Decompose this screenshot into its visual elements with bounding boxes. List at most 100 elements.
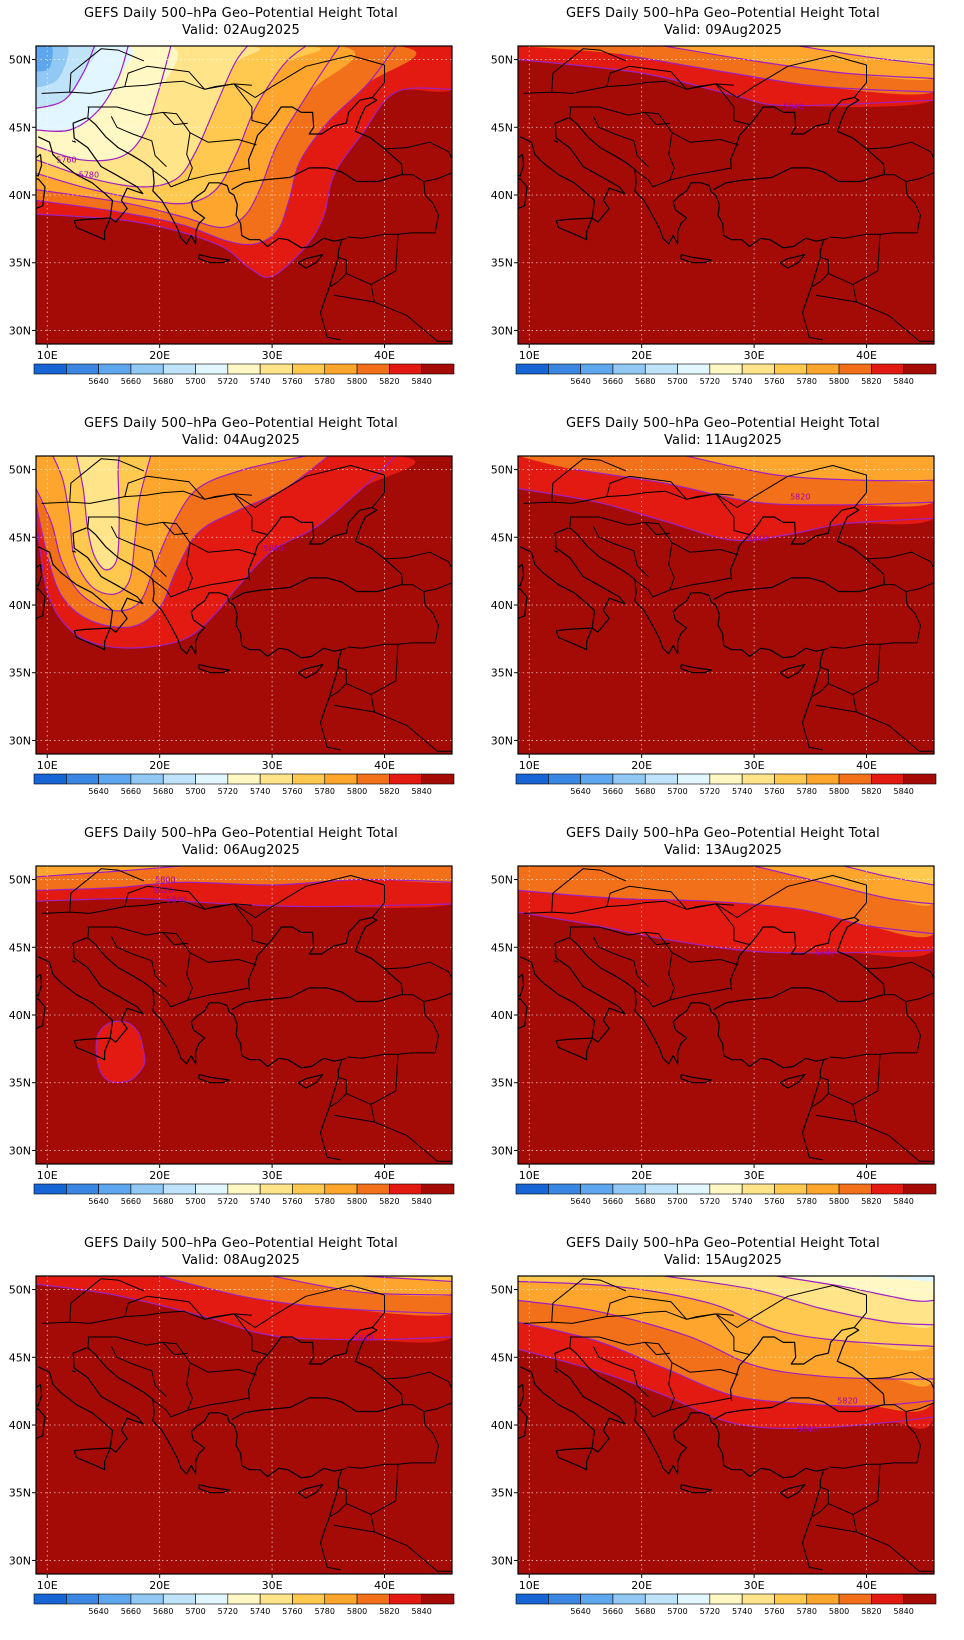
colorbar-swatch — [33, 1183, 67, 1195]
contour-label: 5820 — [790, 492, 810, 501]
country-border — [69, 48, 145, 93]
colorbar-label: 5660 — [121, 1197, 141, 1206]
coastline — [198, 664, 230, 674]
coastline — [36, 153, 43, 177]
colorbar-label: 5640 — [88, 1607, 108, 1616]
coastline — [297, 1484, 324, 1499]
country-border — [569, 106, 739, 146]
coastline — [569, 117, 825, 313]
country-border — [233, 83, 268, 126]
country-border — [346, 234, 399, 285]
colorbar-label: 5800 — [347, 377, 367, 386]
country-border — [815, 1104, 857, 1123]
lat-label: 45N — [491, 121, 513, 134]
colorbar-swatch — [548, 1183, 581, 1195]
country-border — [592, 526, 649, 577]
lat-label: 40N — [9, 1419, 31, 1432]
colorbar-swatch — [903, 363, 937, 375]
country-border — [551, 868, 627, 913]
country-border — [828, 1464, 881, 1515]
colorbar-swatch — [774, 1593, 808, 1605]
contour-line — [843, 866, 934, 886]
country-border — [553, 550, 558, 553]
lat-label: 45N — [491, 1351, 513, 1364]
map-panel-11aug: GEFS Daily 500–hPa Geo–Potential Height … — [482, 410, 964, 820]
colorbar-swatch — [292, 1183, 326, 1195]
country-border — [41, 80, 252, 94]
country-border — [668, 542, 675, 591]
country-border — [110, 526, 167, 577]
colorbar-label: 5660 — [121, 1607, 141, 1616]
country-border — [346, 644, 399, 695]
colorbar-label: 5680 — [635, 787, 655, 796]
lon-label: 10E — [519, 1169, 540, 1182]
country-border — [320, 722, 341, 751]
coastline — [87, 937, 343, 1133]
contour-line — [686, 456, 934, 482]
colorbar-label: 5700 — [667, 377, 687, 386]
colorbar-swatch — [548, 1593, 581, 1605]
contour-label: 5840 — [783, 103, 803, 112]
country-border — [811, 1076, 829, 1108]
contour-label: 5840 — [815, 948, 835, 957]
country-border — [829, 1404, 921, 1469]
panel-title: GEFS Daily 500–hPa Geo–Potential Height … — [566, 6, 880, 21]
height-field: 5820 5840 — [518, 456, 934, 754]
height-band — [36, 46, 53, 72]
coastline — [247, 96, 404, 175]
colorbar-swatch — [580, 1593, 614, 1605]
height-band — [96, 1021, 145, 1083]
lon-label: 20E — [149, 1169, 170, 1182]
lat-label: 45N — [9, 1351, 31, 1364]
colorbar-label: 5640 — [570, 377, 590, 386]
map-panel-04aug: GEFS Daily 500–hPa Geo–Potential Height … — [0, 410, 482, 820]
country-border — [828, 1054, 881, 1105]
coastline — [823, 1467, 829, 1471]
country-border — [320, 1132, 341, 1161]
coastline — [198, 254, 230, 264]
lat-label: 30N — [9, 1554, 31, 1567]
country-border — [569, 516, 739, 556]
colorbar-label: 5780 — [315, 1607, 335, 1616]
coastline — [518, 973, 525, 997]
colorbar-swatch — [903, 1183, 937, 1195]
lon-label: 30E — [744, 349, 765, 362]
country-border — [162, 932, 188, 946]
coastline — [569, 527, 825, 723]
country-border — [715, 493, 750, 536]
contour-line — [518, 1348, 934, 1430]
country-border — [204, 55, 385, 98]
country-border — [633, 167, 732, 188]
colorbar-label: 5700 — [667, 1197, 687, 1206]
map-panel-02aug: GEFS Daily 500–hPa Geo–Potential Height … — [0, 0, 482, 410]
colorbar-swatch — [130, 1183, 164, 1195]
colorbar-label: 5780 — [315, 787, 335, 796]
coastline — [729, 1326, 886, 1405]
colorbar-swatch — [871, 1593, 904, 1605]
contour-label: 5840 — [263, 544, 283, 553]
country-border — [606, 475, 687, 500]
country-border — [69, 1278, 145, 1323]
coastline — [713, 987, 884, 1011]
colorbar-label: 5800 — [829, 1607, 849, 1616]
colorbar-swatch — [324, 1183, 358, 1195]
colorbar-swatch — [259, 363, 293, 375]
colorbar-swatch — [612, 1183, 646, 1195]
colorbar-swatch — [66, 1593, 99, 1605]
colorbar-label: 5680 — [635, 1197, 655, 1206]
colorbar-swatch — [871, 1183, 904, 1195]
lon-label: 40E — [374, 1579, 395, 1592]
colorbar-swatch — [612, 773, 646, 785]
coastline — [518, 1383, 525, 1407]
height-band — [776, 1276, 934, 1303]
coastline — [198, 1074, 230, 1084]
lat-label: 40N — [491, 189, 513, 202]
colorbar-label: 5740 — [250, 1607, 270, 1616]
colorbar-swatch — [580, 1183, 614, 1195]
country-border — [644, 1342, 670, 1356]
colorbar-swatch — [612, 1593, 646, 1605]
country-border — [233, 903, 268, 946]
coastline — [87, 1347, 343, 1543]
